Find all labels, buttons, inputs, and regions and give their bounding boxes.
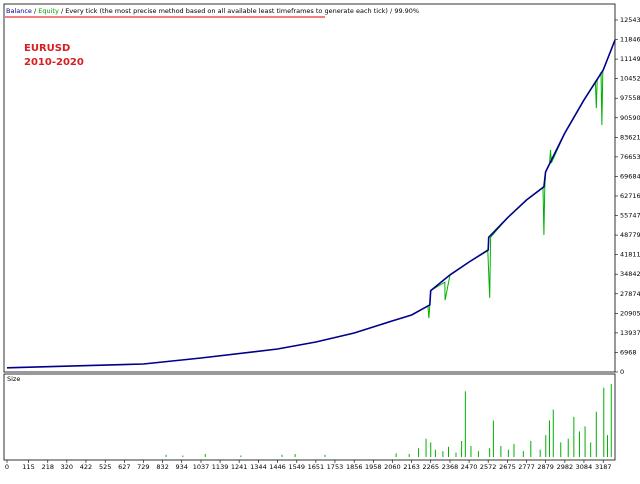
y-tick-label: 104526	[620, 75, 640, 83]
y-tick-label: 76653	[620, 153, 640, 161]
y-tick-label: 20905	[620, 309, 640, 317]
y-tick-label: 0	[620, 368, 624, 376]
x-tick-label: 422	[80, 463, 92, 471]
y-tick-label: 27874	[620, 290, 640, 298]
x-tick-label: 627	[118, 463, 130, 471]
x-tick-label: 1651	[308, 463, 325, 471]
series-line	[6, 39, 616, 369]
y-tick-label: 97558	[620, 94, 640, 102]
y-tick-label: 90590	[620, 114, 640, 122]
y-tick-label: 13937	[620, 329, 640, 337]
x-tick-label: 2982	[557, 463, 574, 471]
x-tick-label: 0	[5, 463, 9, 471]
size-panel	[3, 373, 616, 461]
y-tick-label: 6968	[620, 348, 637, 356]
x-tick-label: 1856	[346, 463, 363, 471]
x-tick-label: 525	[99, 463, 111, 471]
x-tick-label: 2265	[422, 463, 439, 471]
y-tick-label: 41811	[620, 251, 640, 259]
legend-equity: Equity	[38, 7, 59, 15]
size-label: Size	[7, 375, 20, 383]
separator: /	[34, 7, 37, 15]
x-tick-label: 2777	[518, 463, 535, 471]
annotation: 2010-2020	[24, 57, 84, 68]
x-tick-label: 2060	[384, 463, 401, 471]
x-tick-label: 3084	[576, 463, 593, 471]
x-tick-label: 1753	[327, 463, 344, 471]
x-tick-label: 1139	[212, 463, 229, 471]
main-panel	[3, 3, 616, 373]
annotation: EURUSD	[24, 43, 70, 54]
x-tick-label: 1446	[269, 463, 286, 471]
x-tick-label: 2368	[442, 463, 459, 471]
separator: /	[390, 7, 393, 15]
x-tick-label: 2470	[461, 463, 478, 471]
x-tick-label: 934	[176, 463, 188, 471]
x-tick-label: 2163	[403, 463, 420, 471]
y-tick-label: 69684	[620, 172, 640, 180]
y-tick-label: 118463	[620, 36, 640, 44]
x-tick-label: 832	[156, 463, 168, 471]
x-tick-label: 1549	[289, 463, 306, 471]
y-tick-label: 111495	[620, 55, 640, 63]
x-tick-label: 2572	[480, 463, 497, 471]
y-tick-label: 83621	[620, 133, 640, 141]
x-tick-label: 3187	[595, 463, 612, 471]
x-tick-label: 1344	[250, 463, 267, 471]
separator: /	[61, 7, 64, 15]
y-tick-label: 34842	[620, 270, 640, 278]
x-tick-label: 2675	[499, 463, 516, 471]
x-tick-label: 729	[137, 463, 149, 471]
quality: 99.90%	[394, 7, 419, 15]
x-tick-label: 1958	[365, 463, 382, 471]
header: Balance / Equity / Every tick (the most …	[6, 7, 419, 15]
y-tick-label: 62716	[620, 192, 640, 200]
y-tick-label: 55747	[620, 212, 640, 220]
x-tick-label: 320	[61, 463, 73, 471]
x-tick-label: 115	[22, 463, 34, 471]
y-tick-label: 48779	[620, 231, 640, 239]
y-tick-label: 125432	[620, 16, 640, 24]
x-tick-label: 2879	[537, 463, 554, 471]
x-tick-label: 1241	[231, 463, 248, 471]
model: Every tick (the most precise method base…	[65, 7, 388, 15]
x-tick-label: 1037	[193, 463, 210, 471]
legend-balance: Balance	[6, 7, 32, 15]
x-tick-label: 218	[42, 463, 54, 471]
